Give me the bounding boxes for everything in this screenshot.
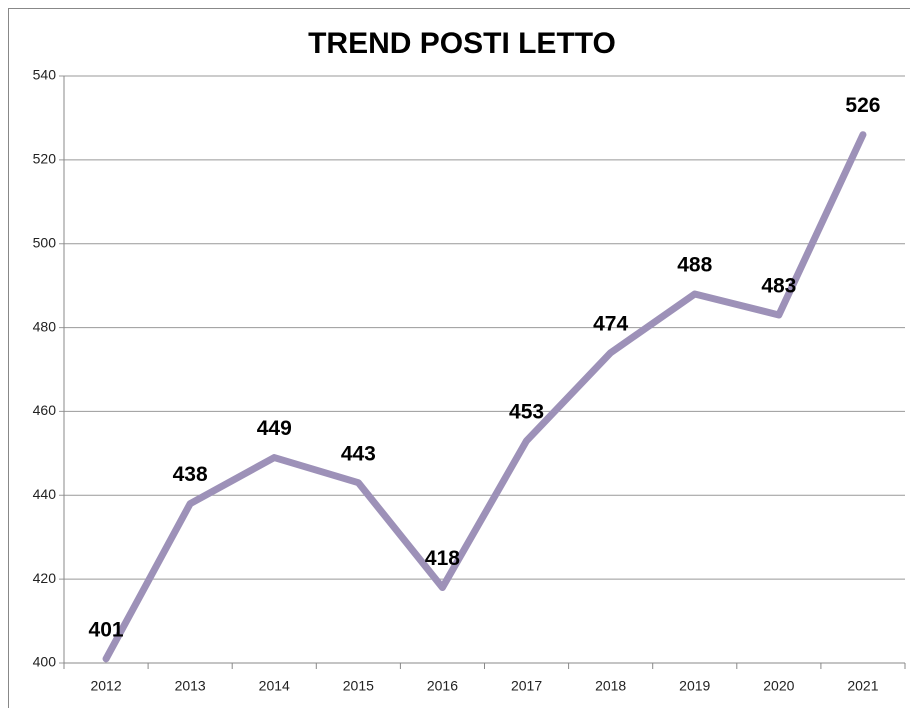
y-tick-label: 520 xyxy=(33,151,57,167)
x-tick-label: 2018 xyxy=(595,678,626,694)
chart-title: TREND POSTI LETTO xyxy=(308,27,616,60)
data-label: 526 xyxy=(845,94,880,117)
chart-frame xyxy=(8,8,910,708)
data-label: 438 xyxy=(173,463,208,486)
x-tick-label: 2014 xyxy=(259,678,290,694)
data-label: 453 xyxy=(509,400,544,423)
data-label: 401 xyxy=(89,618,124,641)
x-tick-label: 2013 xyxy=(175,678,206,694)
x-tick-label: 2019 xyxy=(679,678,710,694)
y-tick-label: 540 xyxy=(33,67,57,83)
y-tick-label: 460 xyxy=(33,402,57,418)
line-series xyxy=(102,131,867,663)
y-tick-label: 440 xyxy=(33,486,57,502)
data-label: 488 xyxy=(677,254,712,277)
y-tick-label: 500 xyxy=(33,234,57,250)
x-tick-label: 2016 xyxy=(427,678,458,694)
y-tick-label: 420 xyxy=(33,570,57,586)
data-label: 483 xyxy=(761,275,796,298)
y-tick-label: 480 xyxy=(33,318,57,334)
x-tick-label: 2020 xyxy=(763,678,794,694)
x-tick-label: 2021 xyxy=(847,678,878,694)
x-tick-label: 2012 xyxy=(90,678,121,694)
data-label: 474 xyxy=(593,312,628,335)
data-label: 449 xyxy=(257,417,292,440)
data-label: 443 xyxy=(341,442,376,465)
y-tick-label: 400 xyxy=(33,654,57,670)
data-label: 418 xyxy=(425,547,460,570)
x-tick-label: 2015 xyxy=(343,678,374,694)
x-tick-label: 2017 xyxy=(511,678,542,694)
